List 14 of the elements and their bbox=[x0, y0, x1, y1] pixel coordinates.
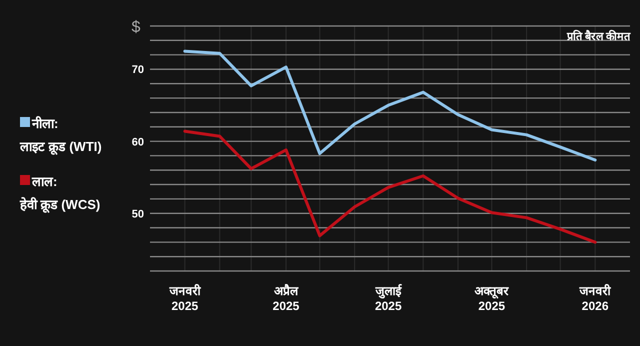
y-tick-label: 50 bbox=[132, 208, 144, 220]
y-axis-title: $ bbox=[132, 19, 141, 36]
line-series bbox=[183, 50, 597, 162]
line-series bbox=[183, 130, 597, 244]
legend-label: लाल: हेवी क्रूड (WCS) bbox=[19, 174, 100, 213]
annotation: प्रति बैरल कीमत bbox=[566, 29, 631, 43]
x-tick-label: अक्तूबर 2025 bbox=[474, 284, 510, 313]
x-tick-label: जनवरी 2025 bbox=[168, 284, 202, 313]
y-tick-label: 60 bbox=[132, 136, 144, 148]
x-tick-label: अप्रैल 2025 bbox=[272, 284, 300, 313]
legend-label: नीला: लाइट क्रूड (WTI) bbox=[19, 116, 102, 155]
x-tick-label: जनवरी 2026 bbox=[578, 284, 612, 313]
x-tick-label: जुलाई 2025 bbox=[374, 284, 402, 313]
y-tick-label: 70 bbox=[132, 64, 144, 76]
